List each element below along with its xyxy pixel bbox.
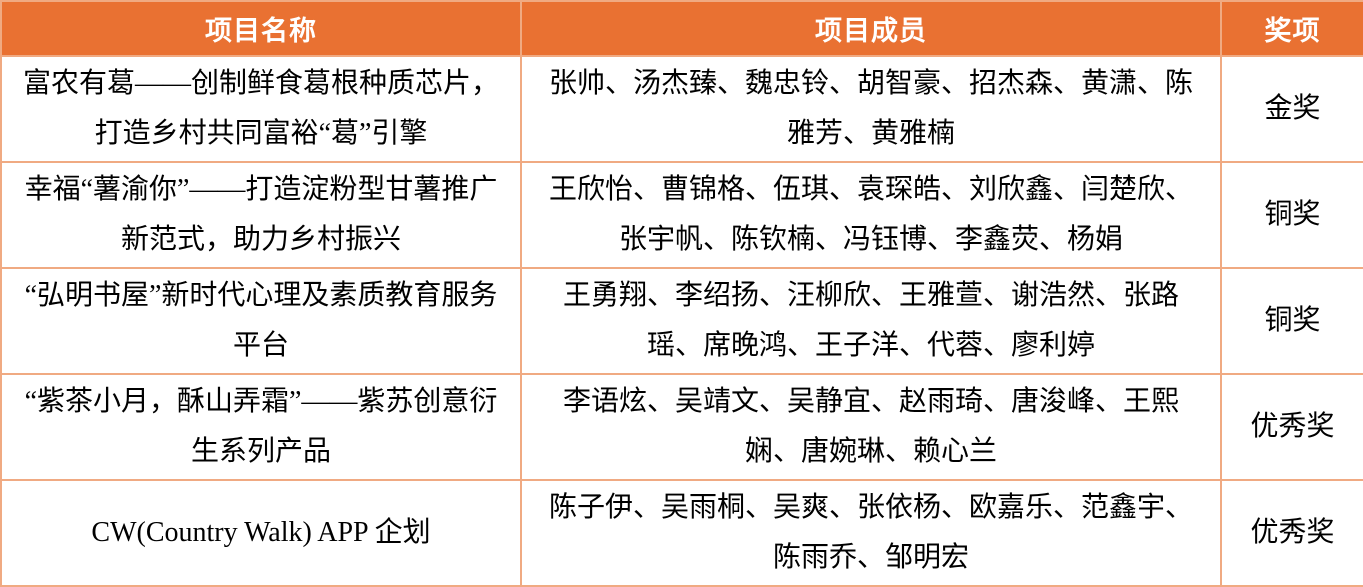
col-header-award: 奖项 bbox=[1220, 0, 1363, 57]
project-name-cell: 幸福“薯渝你”——打造淀粉型甘薯推广新范式，助力乡村振兴 bbox=[0, 161, 522, 269]
award-cell: 铜奖 bbox=[1220, 161, 1363, 269]
header-row: 项目名称 项目成员 奖项 bbox=[0, 0, 1363, 57]
project-members-cell: 王勇翔、李绍扬、汪柳欣、王雅萱、谢浩然、张路瑶、席晚鸿、王子洋、代蓉、廖利婷 bbox=[520, 267, 1222, 375]
award-cell: 优秀奖 bbox=[1220, 479, 1363, 587]
project-members-cell: 王欣怡、曹锦格、伍琪、袁琛皓、刘欣鑫、闫楚欣、张宇帆、陈钦楠、冯钰博、李鑫荧、杨… bbox=[520, 161, 1222, 269]
table-row: CW(Country Walk) APP 企划 陈子伊、吴雨桐、吴爽、张依杨、欧… bbox=[0, 479, 1363, 587]
project-name-cell: 富农有葛——创制鲜食葛根种质芯片，打造乡村共同富裕“葛”引擎 bbox=[0, 55, 522, 163]
table-body: 富农有葛——创制鲜食葛根种质芯片，打造乡村共同富裕“葛”引擎 张帅、汤杰臻、魏忠… bbox=[0, 55, 1363, 587]
project-members-cell: 张帅、汤杰臻、魏忠铃、胡智豪、招杰森、黄潇、陈雅芳、黄雅楠 bbox=[520, 55, 1222, 163]
project-name-cell: CW(Country Walk) APP 企划 bbox=[0, 479, 522, 587]
col-header-project-members: 项目成员 bbox=[520, 0, 1222, 57]
project-members-cell: 陈子伊、吴雨桐、吴爽、张依杨、欧嘉乐、范鑫宇、陈雨乔、邹明宏 bbox=[520, 479, 1222, 587]
award-cell: 优秀奖 bbox=[1220, 373, 1363, 481]
award-cell: 金奖 bbox=[1220, 55, 1363, 163]
award-cell: 铜奖 bbox=[1220, 267, 1363, 375]
project-name-cell: “弘明书屋”新时代心理及素质教育服务平台 bbox=[0, 267, 522, 375]
table-row: 幸福“薯渝你”——打造淀粉型甘薯推广新范式，助力乡村振兴 王欣怡、曹锦格、伍琪、… bbox=[0, 161, 1363, 269]
table-row: “紫茶小月，酥山弄霜”——紫苏创意衍生系列产品 李语炫、吴靖文、吴静宜、赵雨琦、… bbox=[0, 373, 1363, 481]
table-header: 项目名称 项目成员 奖项 bbox=[0, 0, 1363, 57]
table-row: “弘明书屋”新时代心理及素质教育服务平台 王勇翔、李绍扬、汪柳欣、王雅萱、谢浩然… bbox=[0, 267, 1363, 375]
project-name-cell: “紫茶小月，酥山弄霜”——紫苏创意衍生系列产品 bbox=[0, 373, 522, 481]
col-header-project-name: 项目名称 bbox=[0, 0, 522, 57]
project-members-cell: 李语炫、吴靖文、吴静宜、赵雨琦、唐浚峰、王熙娴、唐婉琳、赖心兰 bbox=[520, 373, 1222, 481]
table-row: 富农有葛——创制鲜食葛根种质芯片，打造乡村共同富裕“葛”引擎 张帅、汤杰臻、魏忠… bbox=[0, 55, 1363, 163]
